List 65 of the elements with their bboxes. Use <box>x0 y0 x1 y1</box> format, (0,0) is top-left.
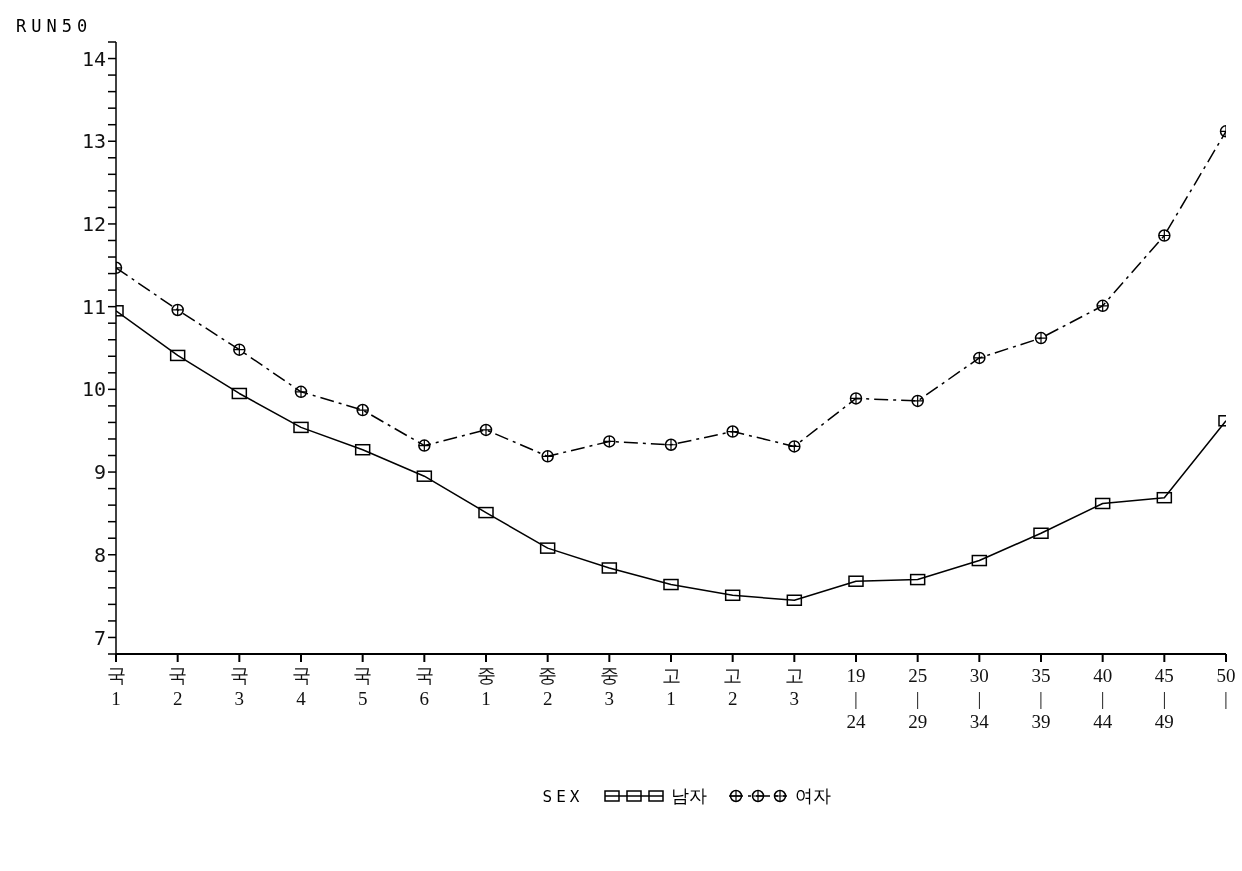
point <box>478 506 494 519</box>
y-tick-label: 12 <box>81 212 106 237</box>
point <box>539 542 556 554</box>
point <box>1156 491 1173 504</box>
y-tick-label: 14 <box>81 46 106 71</box>
legend-label: 남자 <box>671 784 708 808</box>
point <box>664 438 678 452</box>
point <box>418 439 431 452</box>
point <box>354 443 371 456</box>
point <box>171 303 184 317</box>
y-tick-label: 9 <box>93 460 106 485</box>
point <box>971 554 988 567</box>
x-tick-label: 국 1 <box>106 665 126 709</box>
x-tick-label: 국 5 <box>353 665 373 709</box>
x-tick-label: 35 | 39 <box>1031 665 1051 732</box>
x-tick-label: 25 | 29 <box>908 665 928 732</box>
point <box>1033 527 1049 539</box>
point <box>233 343 246 356</box>
point <box>724 589 741 602</box>
point <box>663 578 679 591</box>
point <box>603 435 616 448</box>
y-tick-label: 13 <box>81 129 106 154</box>
point <box>788 440 801 453</box>
point <box>848 575 864 587</box>
point <box>601 562 618 574</box>
x-tick-label: 고 2 <box>723 665 743 709</box>
x-tick-label: 국 6 <box>414 665 434 709</box>
point <box>909 573 926 586</box>
point <box>356 403 369 417</box>
x-tick-label: 중 3 <box>599 665 619 709</box>
y-axis-title: RUN50 <box>16 16 93 36</box>
x-tick-label: 40 | 44 <box>1093 665 1113 732</box>
point <box>479 423 493 437</box>
point <box>1034 331 1048 345</box>
y-tick-label: 7 <box>93 625 106 650</box>
x-tick-label: 국 2 <box>168 665 188 709</box>
point <box>416 470 433 482</box>
x-tick-label: 30 | 34 <box>969 665 990 732</box>
point <box>231 387 248 400</box>
x-tick-label: 중 1 <box>476 665 496 709</box>
x-tick-label: 19 | 24 <box>846 665 866 732</box>
x-tick-label: 고 1 <box>661 665 681 709</box>
point <box>726 425 739 438</box>
y-tick-label: 11 <box>81 294 106 319</box>
point <box>294 385 308 399</box>
legend-label: 여자 <box>795 784 832 808</box>
point <box>849 392 863 405</box>
x-tick-label: 고 3 <box>784 665 804 709</box>
point <box>1094 497 1111 510</box>
y-tick-label: 10 <box>81 377 106 402</box>
legend-title: SEX <box>542 786 584 806</box>
x-tick-label: 국 3 <box>229 665 249 709</box>
x-tick-label: 중 2 <box>538 665 558 709</box>
y-tick-label: 8 <box>93 542 106 567</box>
point <box>169 349 186 362</box>
x-tick-label: 45 | 49 <box>1154 665 1174 732</box>
point <box>1158 229 1171 242</box>
point <box>541 450 554 463</box>
point <box>973 351 986 365</box>
point <box>1096 299 1109 313</box>
point <box>293 421 309 434</box>
x-tick-label: 국 4 <box>291 665 311 709</box>
point <box>786 594 803 606</box>
x-tick-label: 50 | <box>1216 665 1236 709</box>
point <box>911 394 924 408</box>
